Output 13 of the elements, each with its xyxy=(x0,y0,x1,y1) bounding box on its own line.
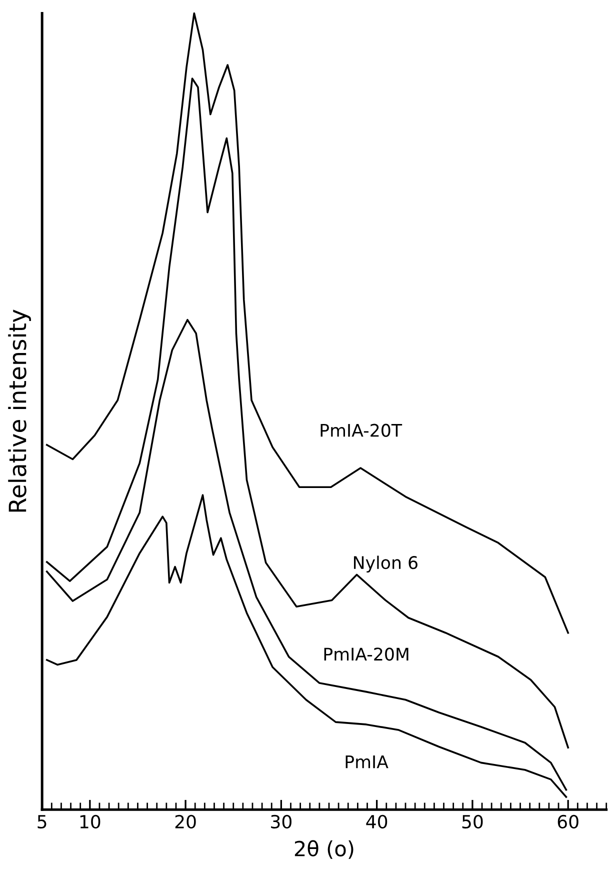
x-tick-label: 30 xyxy=(271,814,292,829)
x-tick-label: 5 xyxy=(38,815,46,829)
y-axis-title: Relative intensity xyxy=(8,310,31,512)
series-label: Nylon 6 xyxy=(354,556,418,572)
x-tick-label: 10 xyxy=(80,814,100,829)
x-tick-label: 40 xyxy=(366,814,388,829)
series-label: PmIA-20M xyxy=(324,648,408,661)
text: PmIA-20T xyxy=(320,424,402,437)
x-tick-label: 20 xyxy=(175,814,196,829)
series-label: PmIA xyxy=(346,755,388,768)
x-axis-title: 2θ (o) xyxy=(294,840,354,859)
x-tick-label: 50 xyxy=(462,814,483,829)
x-tick-label: 60 xyxy=(558,814,578,829)
